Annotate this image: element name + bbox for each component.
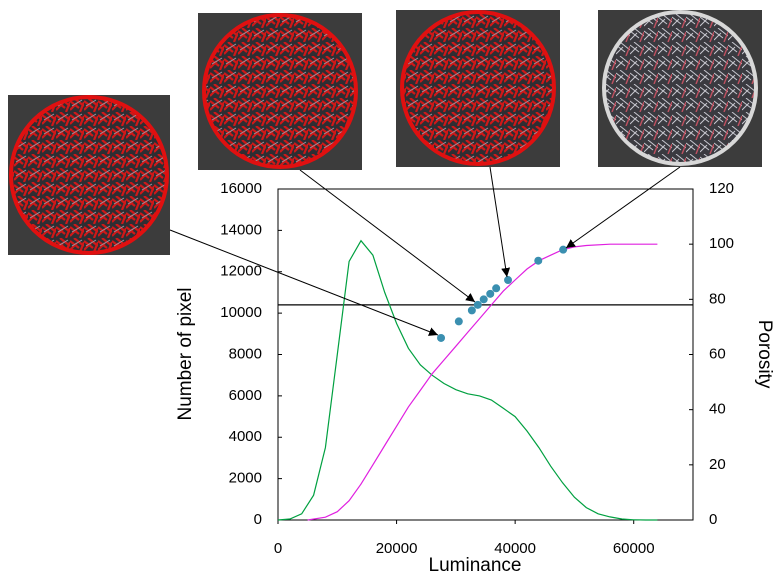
y-axis-label: Number of pixel	[175, 287, 196, 420]
arrow	[489, 166, 511, 278]
data-point	[479, 295, 488, 304]
x-tick-label: 20000	[376, 540, 418, 557]
data-point	[473, 300, 482, 309]
x-tick-label: 0	[274, 540, 282, 557]
y-tick-label: 16000	[220, 180, 262, 197]
sample-image	[598, 10, 762, 167]
x-tick-label: 60000	[613, 540, 655, 557]
data-point	[486, 289, 495, 298]
y2-tick-label: 20	[709, 456, 726, 473]
data-point	[437, 333, 446, 342]
plot-frame	[277, 188, 694, 521]
x-axis-label: Luminance	[429, 555, 522, 576]
y2-tick-label: 60	[709, 345, 726, 362]
y-tick-label: 2000	[229, 470, 262, 487]
y-tick-label: 12000	[220, 263, 262, 280]
sample-image	[396, 10, 560, 167]
arrow	[565, 166, 681, 249]
arrow	[299, 169, 476, 303]
y-tick-label: 14000	[220, 221, 262, 238]
y-tick-label: 4000	[229, 428, 262, 445]
data-point	[534, 256, 543, 265]
sample-image	[198, 13, 362, 170]
y-tick-label: 0	[254, 511, 262, 528]
y-tick-label: 8000	[229, 345, 262, 362]
data-point	[454, 317, 463, 326]
y2-tick-label: 100	[709, 235, 734, 252]
y2-tick-label: 40	[709, 401, 726, 418]
data-line	[277, 239, 658, 521]
sample-image	[8, 95, 170, 255]
y2-axis-label: Porosity	[754, 320, 775, 389]
y-tick-label: 10000	[220, 304, 262, 321]
data-point	[504, 276, 513, 285]
data-point	[559, 245, 568, 254]
arrows	[169, 166, 681, 336]
data-point	[492, 284, 501, 293]
y2-tick-label: 80	[709, 290, 726, 307]
y2-tick-label: 120	[709, 180, 734, 197]
x-tick-label: 40000	[494, 540, 536, 557]
y2-tick-label: 0	[709, 511, 717, 528]
arrow	[169, 229, 439, 336]
y-tick-label: 6000	[229, 387, 262, 404]
data-line	[307, 243, 658, 521]
data-point	[467, 306, 476, 315]
